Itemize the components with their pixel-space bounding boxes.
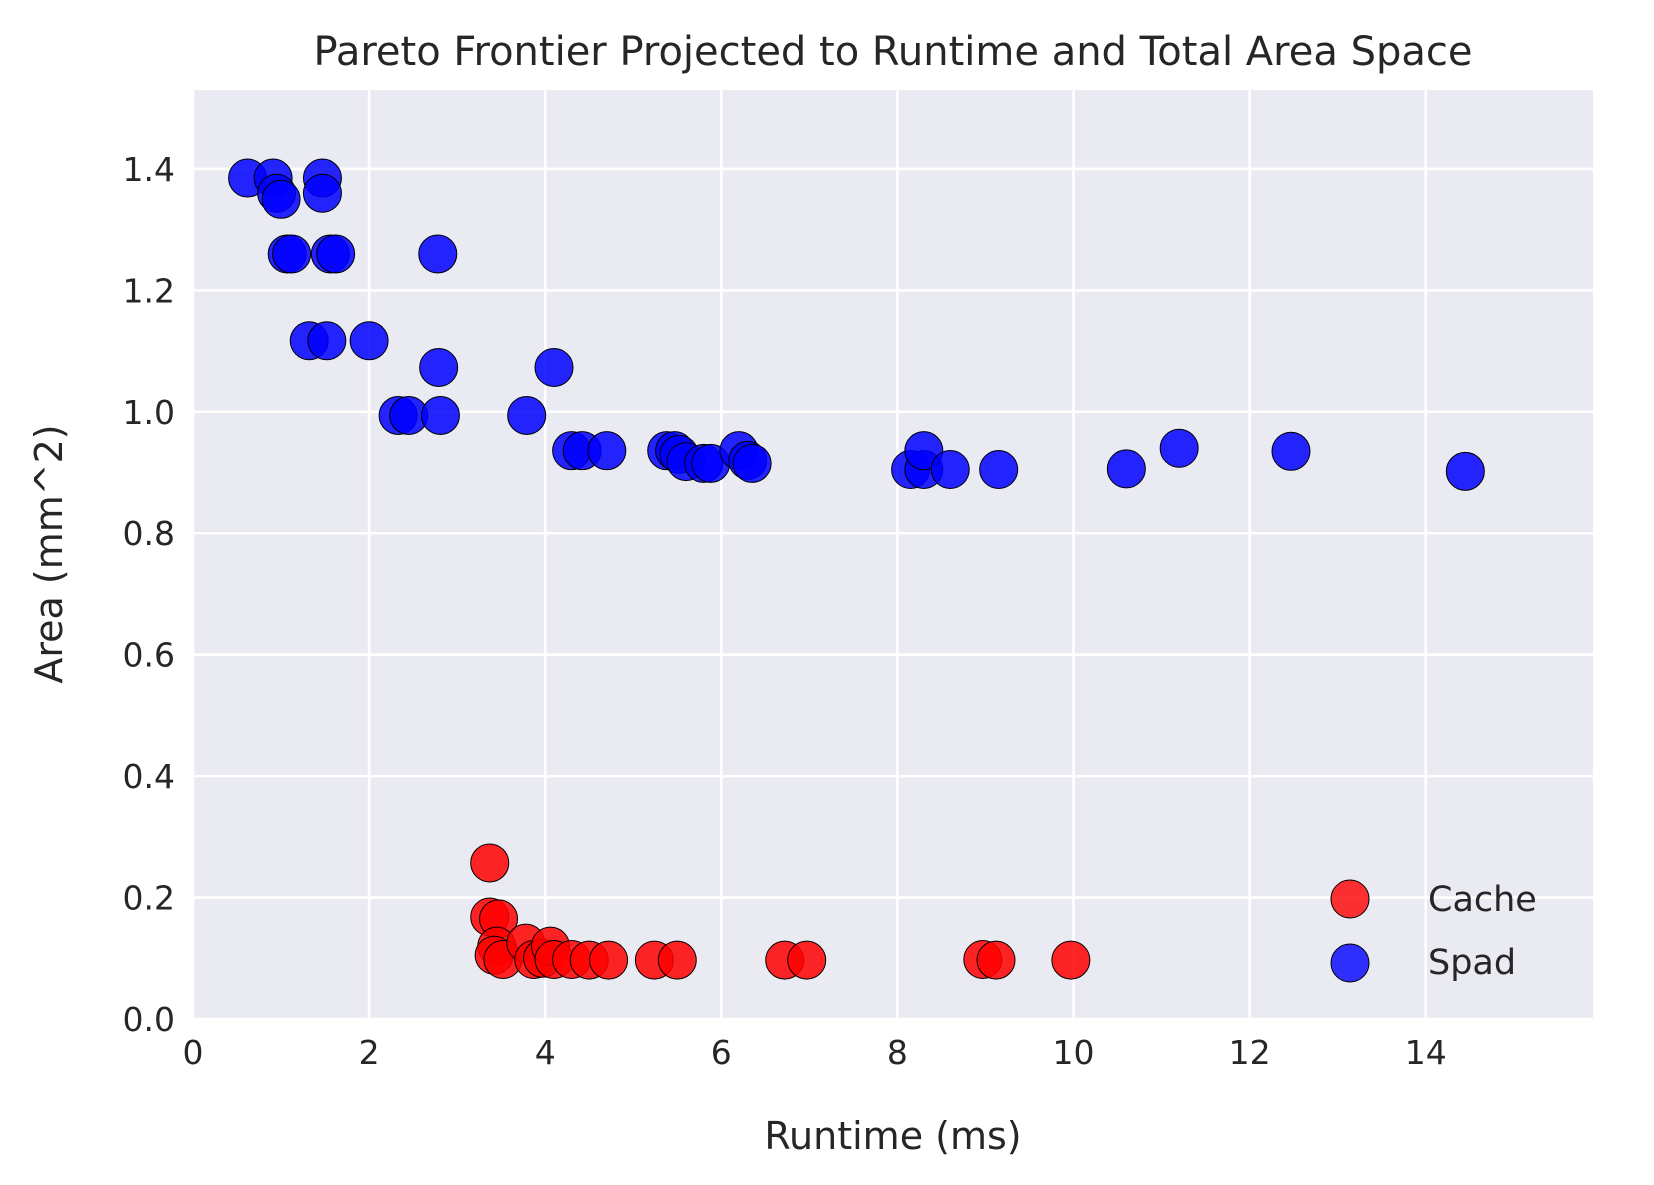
data-point-spad: [420, 395, 460, 435]
x-axis-label: Runtime (ms): [764, 1114, 1021, 1158]
data-point-spad: [534, 347, 574, 387]
data-point-spad: [930, 449, 970, 489]
data-point-spad: [587, 431, 627, 471]
x-tick-label: 10: [1053, 1033, 1095, 1072]
y-tick-label: 0.0: [123, 1000, 175, 1039]
data-point-spad: [419, 347, 459, 387]
legend: Cache Spad: [1330, 879, 1537, 983]
legend-marker-cache: [1330, 879, 1370, 919]
x-tick-label: 0: [183, 1033, 204, 1072]
data-point-cache: [589, 940, 629, 980]
legend-label-spad: Spad: [1428, 943, 1516, 983]
data-point-spad: [1271, 431, 1311, 471]
data-point-spad: [316, 234, 356, 274]
x-tick-label: 6: [711, 1033, 732, 1072]
data-point-spad: [418, 234, 458, 274]
data-point-spad: [507, 395, 547, 435]
data-point-spad: [302, 173, 342, 213]
y-tick-label: 1.0: [123, 393, 175, 432]
data-point-spad: [272, 234, 312, 274]
y-tick-label: 0.8: [123, 514, 175, 553]
data-point-spad: [979, 449, 1019, 489]
data-point-cache: [657, 940, 697, 980]
tick-labels: 0 2 4 6 8 10 12 14 0.0 0.2 0.4 0.6 0.8 1.0 1.2 1.4: [123, 150, 1447, 1072]
legend-label-cache: Cache: [1428, 880, 1537, 920]
y-tick-label: 1.2: [123, 271, 175, 310]
x-tick-label: 2: [359, 1033, 380, 1072]
data-point-cache: [470, 843, 510, 883]
x-tick-label: 4: [535, 1033, 556, 1072]
y-tick-label: 0.6: [123, 636, 175, 675]
data-point-spad: [1106, 449, 1146, 489]
chart-title: Pareto Frontier Projected to Runtime and…: [314, 29, 1473, 75]
y-tick-label: 0.2: [123, 879, 175, 918]
data-point-spad: [307, 321, 347, 361]
x-tick-label: 8: [887, 1033, 908, 1072]
data-point-spad: [1445, 451, 1485, 491]
data-marks: [228, 158, 1485, 980]
data-point-spad: [1159, 428, 1199, 468]
data-point-cache: [976, 940, 1016, 980]
data-point-spad: [732, 443, 772, 483]
y-axis-label: Area (mm^2): [27, 424, 71, 683]
data-point-spad: [261, 179, 301, 219]
data-point-cache: [787, 940, 827, 980]
legend-marker-spad: [1330, 943, 1370, 983]
data-point-spad: [349, 321, 389, 361]
plot-area: [193, 90, 1593, 1019]
x-tick-label: 12: [1229, 1033, 1271, 1072]
y-tick-label: 1.4: [123, 150, 175, 189]
grid: [191, 90, 1593, 1021]
data-point-cache: [1051, 940, 1091, 980]
x-tick-label: 14: [1405, 1033, 1447, 1072]
y-tick-label: 0.4: [123, 757, 175, 796]
